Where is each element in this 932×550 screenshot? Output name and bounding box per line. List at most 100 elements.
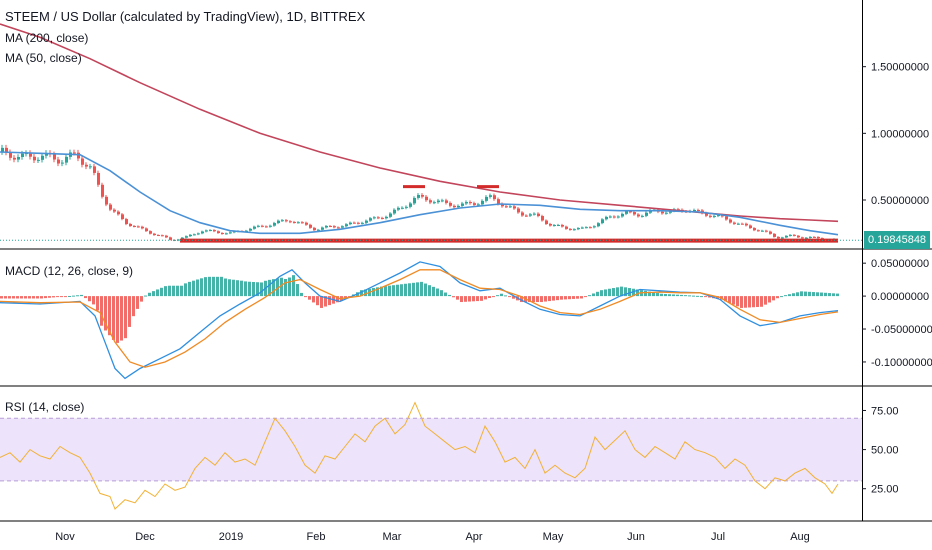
macd-hist-bar (132, 296, 135, 317)
macd-hist-bar (672, 294, 675, 297)
macd-hist-bar (204, 277, 207, 297)
macd-hist-bar (544, 296, 547, 302)
macd-hist-bar (24, 296, 27, 299)
candle-body (373, 217, 376, 219)
macd-hist-bar (44, 296, 47, 299)
candle-body (501, 203, 504, 207)
macd-hist-bar (568, 296, 571, 300)
candle-body (729, 219, 732, 223)
candle-body (257, 225, 260, 227)
macd-hist-bar (384, 286, 387, 297)
macd-hist-bar (108, 296, 111, 336)
candle-body (197, 233, 200, 235)
macd-hist-bar (664, 293, 667, 297)
macd-hist-bar (736, 296, 739, 307)
candle-body (353, 222, 356, 224)
xtick-label-6: May (543, 531, 564, 543)
candle-body (181, 237, 184, 240)
candle-body (13, 157, 16, 160)
candle-body (621, 213, 624, 217)
macd-hist-bar (176, 285, 179, 297)
macd-hist-bar (548, 296, 551, 302)
candle-body (429, 200, 432, 203)
macd-hist-bar (656, 293, 659, 297)
candle-body (469, 202, 472, 204)
candle-body (749, 225, 752, 229)
macd-hist-bar (808, 291, 811, 297)
macd-hist-bar (660, 293, 663, 297)
candle-body (661, 211, 664, 214)
candle-body (185, 236, 188, 238)
macd-hist-bar (188, 281, 191, 297)
macd-hist-bar (116, 296, 119, 343)
macd-hist-bar (752, 296, 755, 308)
macd-hist-bar (676, 294, 679, 297)
candle-body (21, 153, 24, 158)
candle-body (265, 226, 268, 228)
price-ytick-label-0: 1.50000000 (871, 62, 929, 74)
macd-hist-bar (668, 294, 671, 297)
candle-body (385, 216, 388, 219)
candle-body (597, 223, 600, 227)
candle-body (125, 219, 128, 225)
price-ytick-label-1: 1.00000000 (871, 128, 929, 140)
macd-hist-bar (228, 279, 231, 297)
candle-body (337, 227, 340, 229)
macd-hist-bar (268, 279, 271, 297)
macd-hist-bar (520, 296, 523, 303)
candle-body (489, 195, 492, 197)
macd-hist-bar (616, 287, 619, 297)
candle-body (305, 222, 308, 225)
macd-hist-bar (348, 296, 351, 298)
candle-body (585, 227, 588, 229)
candle-body (545, 220, 548, 224)
macd-hist-bar (168, 285, 171, 297)
ma50-line (0, 151, 839, 236)
candle-body (533, 213, 536, 215)
ma200-line (0, 23, 839, 223)
macd-hist-bar (196, 279, 199, 297)
macd-ytick-label-1: 0.00000000 (871, 291, 929, 303)
candle-body (309, 224, 312, 228)
macd-hist-bar (312, 296, 315, 303)
candle-body (193, 234, 196, 236)
xtick-label-2: 2019 (219, 531, 243, 543)
macd-hist-bar (124, 296, 127, 339)
candle-body (117, 211, 120, 215)
macd-hist-bar (756, 296, 759, 308)
candle-body (317, 229, 320, 231)
xtick-label-8: Jul (711, 531, 725, 543)
candle-body (629, 211, 632, 213)
candle-body (321, 227, 324, 230)
macd-hist-bar (532, 296, 535, 303)
candle-body (781, 237, 784, 239)
macd-hist-bar (576, 296, 579, 299)
candle-body (341, 226, 344, 228)
candle-body (41, 155, 44, 160)
macd-hist-bar (76, 295, 79, 297)
macd-hist-bar (452, 296, 455, 298)
candle-body (737, 223, 740, 225)
macd-hist-bar (704, 296, 707, 298)
macd-hist-bar (552, 296, 555, 301)
candle-body (717, 215, 720, 217)
macd-hist-bar (16, 296, 19, 299)
candle-body (541, 216, 544, 221)
macd-hist-bar (728, 296, 731, 303)
macd-hist-bar (560, 296, 563, 300)
candle-body (793, 234, 796, 236)
macd-ytick-label-2: -0.05000000 (871, 324, 932, 336)
candle-body (73, 152, 76, 154)
candle-body (757, 230, 760, 232)
candle-body (129, 224, 132, 227)
macd-hist-bar (800, 291, 803, 297)
macd-hist-bar (580, 296, 583, 299)
candle-body (141, 226, 144, 229)
candle-body (477, 204, 480, 206)
macd-hist-bar (152, 291, 155, 297)
macd-hist-bar (772, 296, 775, 301)
rsi-ytick-label-2: 25.00 (871, 484, 899, 496)
macd-hist-bar (732, 296, 735, 305)
macd-hist-bar (744, 296, 747, 308)
